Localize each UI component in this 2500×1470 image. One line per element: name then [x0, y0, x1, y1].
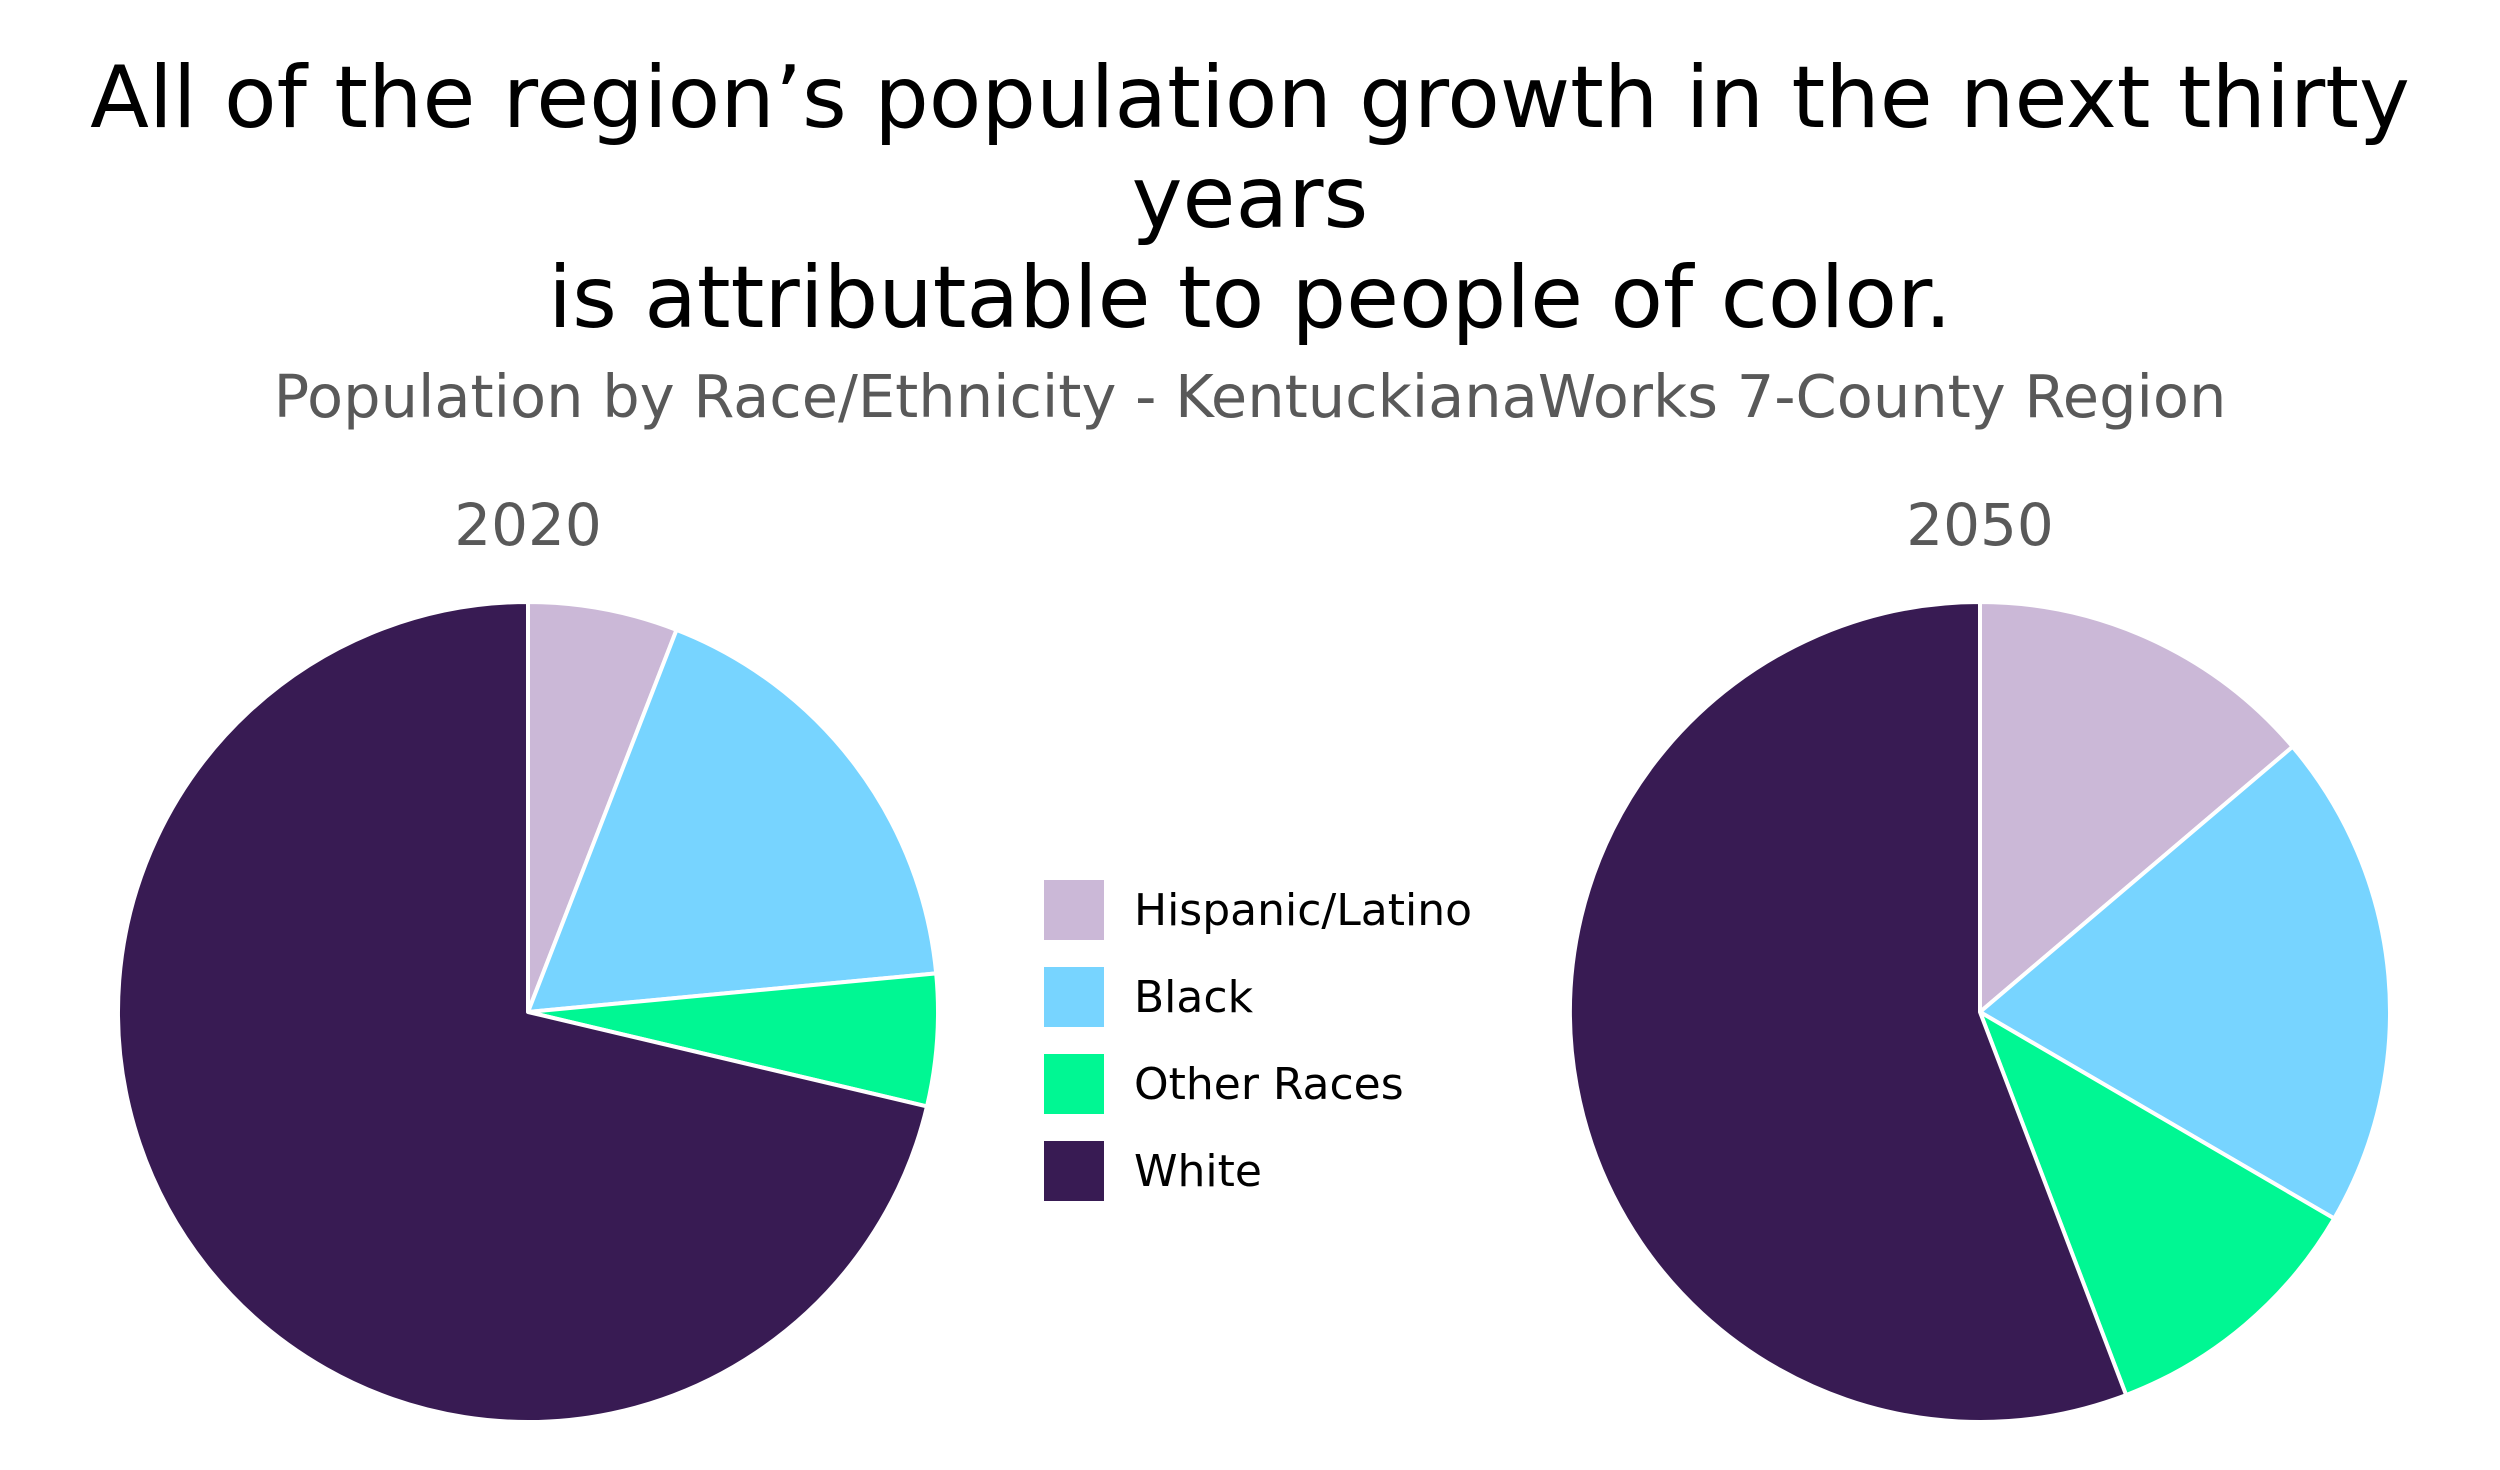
- legend-label-other-races: Other Races: [1134, 1059, 1404, 1110]
- headline-line-2: is attributable to people of color.: [548, 248, 1952, 348]
- legend-label-white: White: [1134, 1146, 1262, 1197]
- pie-label-2050: 2050: [1906, 491, 2054, 559]
- legend-swatch-other-races: [1044, 1054, 1104, 1114]
- pie-2050: [1568, 600, 2392, 1424]
- legend-swatch-white: [1044, 1141, 1104, 1201]
- headline-line-1: All of the region’s population growth in…: [90, 48, 2410, 248]
- headline: All of the region’s population growth in…: [0, 48, 2500, 348]
- pie-label-2020: 2020: [454, 491, 602, 559]
- slice-2020-white: [116, 600, 929, 1424]
- legend-swatch-black: [1044, 967, 1104, 1027]
- legend-label-black: Black: [1134, 972, 1254, 1023]
- slice-2020-black: [526, 627, 939, 1014]
- pie-2020: [116, 600, 940, 1424]
- legend-swatch-hispanic-latino: [1044, 880, 1104, 940]
- slice-2050-hispanic-latino: [1978, 600, 2295, 1014]
- chart-title: Population by Race/Ethnicity - Kentuckia…: [273, 362, 2227, 431]
- slice-2050-white: [1568, 600, 2129, 1424]
- slice-2050-black: [1978, 744, 2392, 1221]
- slice-2020-hispanic-latino: [526, 600, 679, 1014]
- legend: Hispanic/Latino Black Other Races White: [1044, 880, 1472, 1201]
- legend-label-hispanic-latino: Hispanic/Latino: [1134, 885, 1472, 936]
- slice-2050-other-races: [1978, 1010, 2337, 1398]
